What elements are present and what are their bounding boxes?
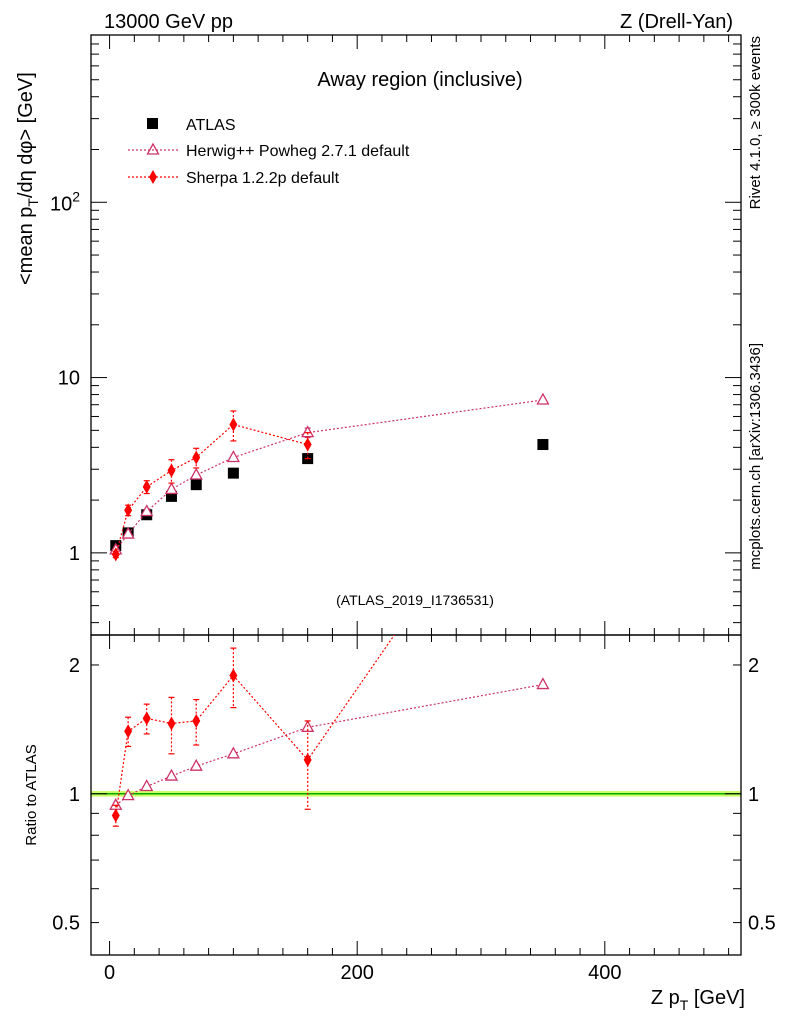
main-sherpa-point bbox=[229, 417, 238, 432]
main-ylabel: <mean pT/dη dφ> [GeV] bbox=[15, 72, 41, 285]
main-herwig-point bbox=[226, 450, 240, 463]
legend-sherpa-label: Sherpa 1.2.2p default bbox=[186, 170, 340, 187]
ratio-herwig-point bbox=[189, 758, 203, 771]
main-sherpa-point bbox=[124, 503, 133, 518]
legend-herwig-label: Herwig++ Powheg 2.7.1 default bbox=[186, 143, 410, 160]
legend-atlas-label: ATLAS bbox=[186, 117, 236, 134]
ratio-sherpa-point bbox=[111, 808, 120, 823]
ratio-y-tick-label-right: 2 bbox=[748, 655, 759, 677]
ratio-sherpa-point bbox=[229, 668, 238, 683]
ratio-sherpa-point bbox=[303, 752, 312, 767]
main-herwig-point bbox=[164, 482, 179, 495]
main-y-tick-label: 10 bbox=[58, 368, 80, 390]
main-sherpa-point bbox=[167, 463, 176, 478]
main-herwig-point bbox=[140, 504, 154, 517]
ratio-herwig-point bbox=[164, 768, 179, 781]
main-herwig-point bbox=[121, 526, 135, 539]
ratio-herwig-line bbox=[115, 683, 544, 806]
main-herwig-point bbox=[301, 425, 315, 438]
main-sherpa-point bbox=[192, 450, 201, 465]
ratio-frame bbox=[90, 634, 742, 956]
ratio-y-tick-label-right: 1 bbox=[748, 784, 759, 806]
main-herwig-line bbox=[115, 399, 543, 551]
legend-herwig-marker bbox=[146, 142, 160, 155]
legend-herwig: Herwig++ Powheg 2.7.1 default bbox=[128, 142, 410, 160]
main-y-tick-label: 102 bbox=[50, 188, 80, 215]
ratio-ylabel: Ratio to ATLAS bbox=[23, 744, 40, 845]
legend-atlas-marker bbox=[147, 118, 158, 129]
ratio-herwig-point bbox=[140, 779, 154, 792]
ratio-y-tick-label-right: 0.5 bbox=[748, 913, 776, 935]
legend-sherpa: Sherpa 1.2.2p default bbox=[128, 170, 340, 187]
ratio-sherpa-line bbox=[115, 635, 395, 816]
main-herwig-point bbox=[189, 467, 203, 480]
ratio-sherpa-point bbox=[142, 711, 151, 726]
x-tick-label: 400 bbox=[588, 962, 621, 984]
watermark: (ATLAS_2019_I1736531) bbox=[336, 592, 494, 608]
x-tick-label: 0 bbox=[104, 962, 115, 984]
rivet-label: Rivet 4.1.0, ≥ 300k events bbox=[747, 36, 764, 209]
main-atlas-point bbox=[227, 467, 239, 479]
ratio-sherpa-point bbox=[124, 724, 133, 739]
ratio-panel: 0.5 0.5 1 1 2 2 0 200 400 bbox=[52, 634, 776, 984]
ratio-herwig-point bbox=[121, 788, 135, 801]
main-title: Away region (inclusive) bbox=[317, 69, 522, 91]
x-tick-label: 200 bbox=[341, 962, 374, 984]
main-sherpa-point bbox=[303, 437, 312, 452]
main-atlas-point bbox=[165, 490, 177, 502]
ratio-y-tick-label: 1 bbox=[69, 784, 80, 806]
ratio-herwig-point bbox=[226, 746, 240, 759]
main-y-tick-label: 1 bbox=[69, 543, 80, 565]
ratio-sherpa-point bbox=[192, 713, 201, 728]
main-atlas-point bbox=[537, 439, 549, 451]
mcplots-label: mcplots.cern.ch [arXiv:1306.3436] bbox=[747, 343, 764, 570]
ratio-herwig-point bbox=[109, 797, 123, 810]
main-series bbox=[109, 392, 550, 562]
ratio-sherpa-point bbox=[167, 716, 176, 731]
ratio-y-tick-label: 2 bbox=[69, 655, 80, 677]
header-left: 13000 GeV pp bbox=[104, 11, 233, 33]
main-atlas-point bbox=[190, 479, 202, 491]
ratio-y-tick-label: 0.5 bbox=[52, 913, 80, 935]
ratio-herwig-point bbox=[536, 677, 550, 690]
main-sherpa-point bbox=[111, 547, 120, 562]
main-herwig-point bbox=[536, 392, 550, 405]
legend: ATLAS Herwig++ Powheg 2.7.1 default Sher… bbox=[128, 117, 410, 187]
header-right: Z (Drell-Yan) bbox=[620, 11, 733, 33]
main-sherpa-point bbox=[142, 479, 151, 494]
ratio-series bbox=[109, 635, 550, 827]
legend-sherpa-marker bbox=[149, 170, 157, 184]
legend-atlas: ATLAS bbox=[147, 117, 236, 134]
ratio-xlabel: Z pT [GeV] bbox=[651, 987, 745, 1013]
